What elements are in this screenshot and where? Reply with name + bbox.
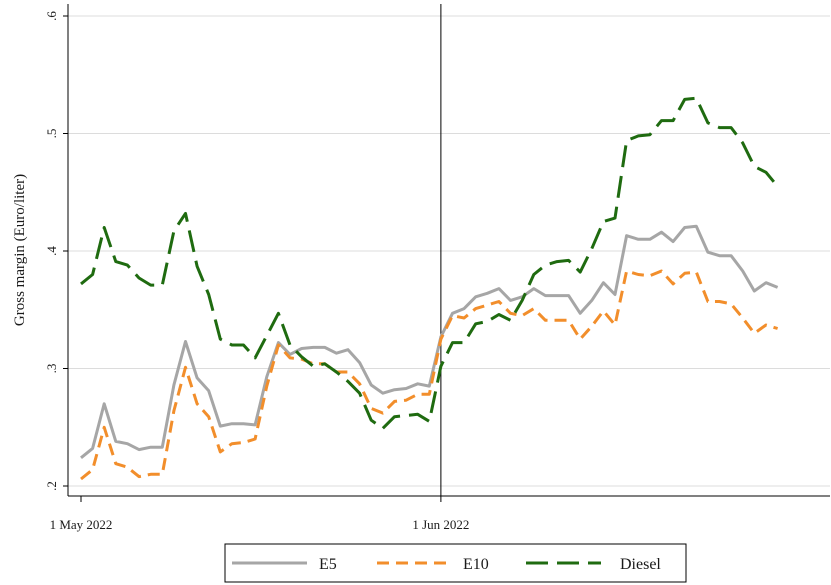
x-tick-label: 1 Jun 2022 xyxy=(412,517,469,532)
series-lines xyxy=(80,96,779,481)
y-tick-label: .2 xyxy=(44,481,59,491)
axes xyxy=(67,4,830,497)
legend: E5 E10 Diesel xyxy=(224,543,687,583)
legend-label-e10: E10 xyxy=(463,556,489,573)
series-line-e5 xyxy=(80,224,779,459)
y-tick-label: .6 xyxy=(44,11,59,21)
legend-label-diesel: Diesel xyxy=(620,556,661,573)
y-tick-label: .3 xyxy=(44,364,59,374)
y-tick-label: .5 xyxy=(44,129,59,139)
legend-label-e5: E5 xyxy=(319,556,337,573)
y-tick-label: .4 xyxy=(44,246,59,256)
series-line-e10 xyxy=(80,269,779,481)
y-axis-title: Gross margin (Euro/liter) xyxy=(12,174,28,326)
x-ticks: 1 May 2022 1 Jun 2022 xyxy=(50,496,469,532)
x-tick-label: 1 May 2022 xyxy=(50,517,113,532)
y-ticks: .2 .3 .4 .5 .6 xyxy=(44,11,68,491)
series-line-diesel xyxy=(80,96,779,430)
